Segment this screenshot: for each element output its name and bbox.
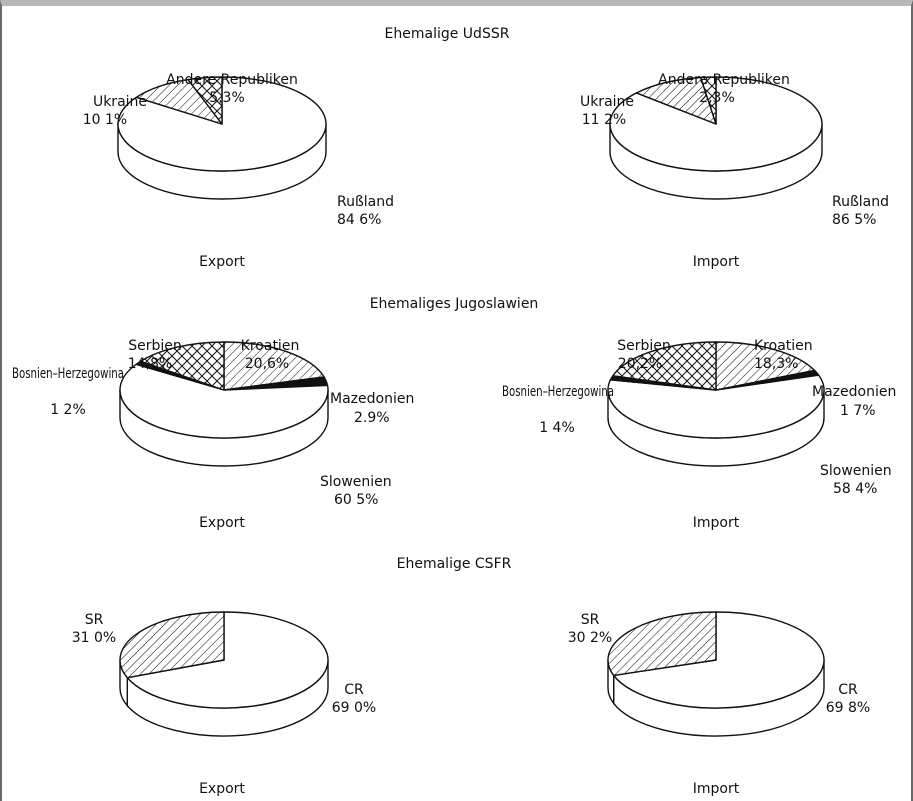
value-andere-republiken: 5,3% <box>209 90 245 106</box>
value-russland: 86 5% <box>832 212 876 228</box>
value-cr: 69 8% <box>826 700 870 716</box>
caption-import: Import <box>693 254 740 270</box>
caption-import: Import <box>693 781 740 797</box>
pie-slice-andere-republiken <box>187 76 223 125</box>
caption-export: Export <box>199 254 245 270</box>
value-andere-republiken: 2,3% <box>699 90 735 106</box>
value-russland: 84 6% <box>337 212 381 228</box>
value-bosnien-herzegowina: 1 2% <box>50 402 86 418</box>
value-slowenien: 58 4% <box>833 481 877 497</box>
value-kroatien: 20,6% <box>245 356 289 372</box>
pie-slice-serbien <box>139 341 225 391</box>
pie-slice-slowenien <box>119 363 329 439</box>
label-bosnien-herzegowina: Bosnien–Herzegowina <box>12 366 124 382</box>
caption-export: Export <box>199 781 245 797</box>
pie-slice-kroatien <box>223 341 325 391</box>
value-kroatien: 18,3% <box>754 356 798 372</box>
label-sr: SR <box>85 612 104 628</box>
group-title-udssr: Ehemalige UdSSR <box>385 26 510 42</box>
pie-slice-kroatien <box>715 341 816 391</box>
label-slowenien: Slowenien <box>820 463 892 479</box>
pie-slice-ukraine <box>635 76 717 125</box>
value-serbien: 20,2% <box>618 356 662 372</box>
pie-jugoslawien-export <box>119 341 329 467</box>
value-bosnien-herzegowina: 1 4% <box>539 420 575 436</box>
label-andere-republiken: Andere Republiken <box>166 72 298 88</box>
label-mazedonien: Mazedonien <box>330 391 414 407</box>
label-russland: Rußland <box>337 194 394 210</box>
pie-slice-sr <box>119 611 225 679</box>
group-title-jugoslawien: Ehemaliges Jugoslawien <box>370 296 539 312</box>
pie-slice-andere-republiken <box>700 76 717 125</box>
value-sr: 30 2% <box>568 630 612 646</box>
label-russland: Rußland <box>832 194 889 210</box>
label-kroatien: Kroatien <box>754 338 813 354</box>
label-andere-republiken: Andere Republiken <box>658 72 790 88</box>
label-serbien: Serbien <box>128 338 182 354</box>
label-slowenien: Slowenien <box>320 474 392 490</box>
pie-csfr-export <box>119 611 329 737</box>
value-mazedonien: 1 7% <box>840 403 876 419</box>
value-ukraine: 11 2% <box>582 112 626 128</box>
value-sr: 31 0% <box>72 630 116 646</box>
pie-udssr-export <box>117 76 327 200</box>
label-ukraine: Ukraine <box>93 94 147 110</box>
pie-slice-cr <box>613 611 825 709</box>
group-title-csfr: Ehemalige CSFR <box>397 556 512 572</box>
pie-charts-figure: Ehemalige UdSSR Ehemaliges Jugoslawien E… <box>12 26 896 797</box>
pie-slice-sr <box>607 611 717 677</box>
label-ukraine: Ukraine <box>580 94 634 110</box>
value-slowenien: 60 5% <box>334 492 378 508</box>
caption-import: Import <box>693 515 740 531</box>
value-mazedonien: 2.9% <box>354 410 390 426</box>
pie-csfr-import <box>607 611 825 737</box>
value-serbien: 14,8% <box>128 356 172 372</box>
pie-slice-serbien <box>612 341 717 391</box>
pie-slice-slowenien <box>607 374 825 439</box>
pie-slice-cr <box>126 611 329 709</box>
label-kroatien: Kroatien <box>241 338 300 354</box>
label-bosnien-herzegowina: Bosnien–Herzegowina <box>502 384 614 400</box>
label-cr: CR <box>838 682 858 698</box>
value-ukraine: 10 1% <box>83 112 127 128</box>
label-sr: SR <box>581 612 600 628</box>
value-cr: 69 0% <box>332 700 376 716</box>
label-mazedonien: Mazedonien <box>812 384 896 400</box>
label-serbien: Serbien <box>617 338 671 354</box>
pie-jugoslawien-import <box>607 341 825 467</box>
caption-export: Export <box>199 515 245 531</box>
pie-udssr-import <box>609 76 823 200</box>
label-cr: CR <box>344 682 364 698</box>
